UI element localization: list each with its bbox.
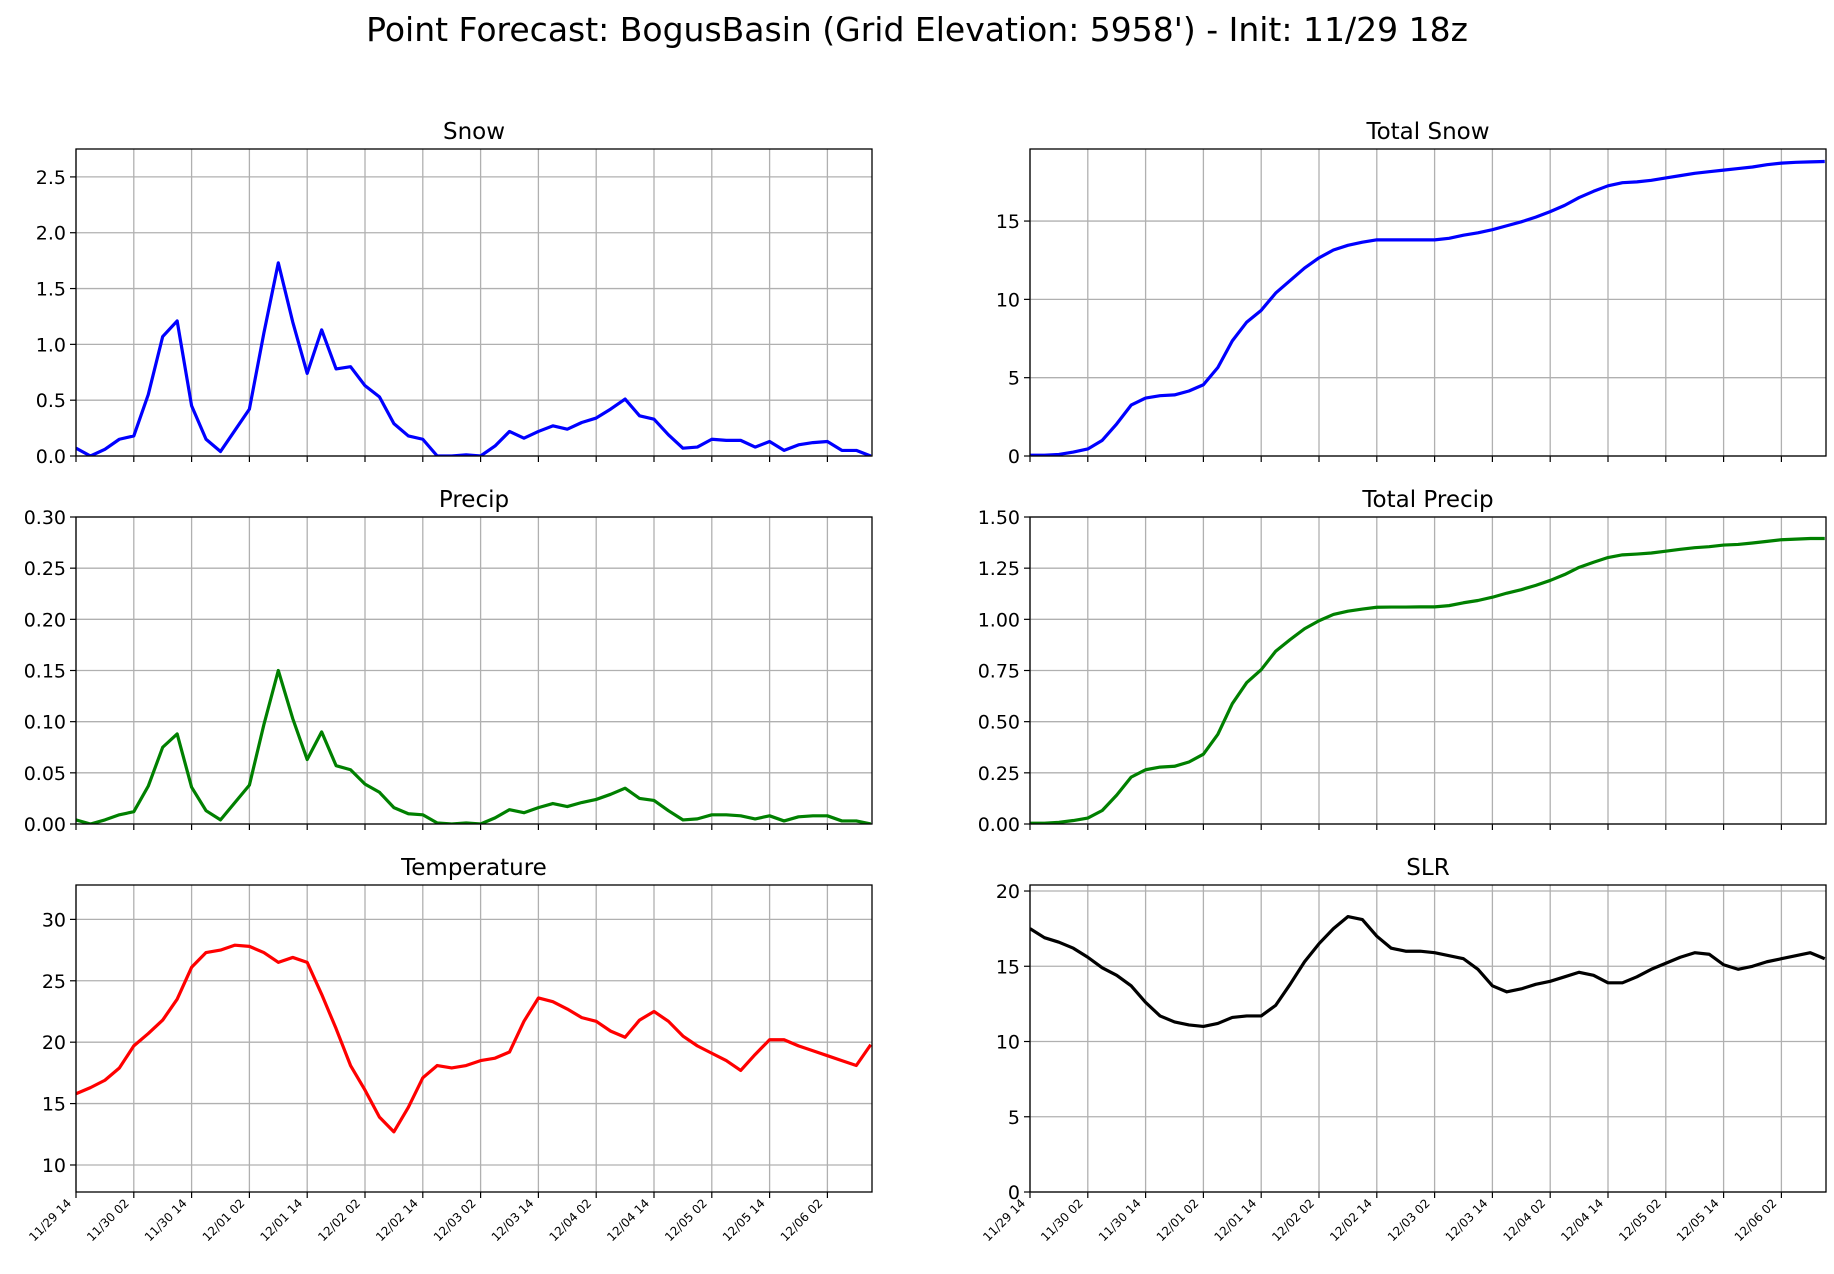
axes-frame — [1029, 148, 1827, 457]
y-tick-label: 0.10 — [24, 712, 66, 734]
x-tick-label: 12/03 02 — [1385, 1196, 1433, 1244]
y-tick-label: 20 — [996, 881, 1020, 903]
y-tick-label: 0.20 — [24, 609, 66, 631]
x-tick-label: 12/05 02 — [1616, 1196, 1664, 1244]
series-line — [1030, 536, 1825, 824]
x-tick-label: 12/03 02 — [431, 1196, 479, 1244]
y-tick-label: 10 — [996, 289, 1020, 311]
y-tick-label: 30 — [42, 909, 66, 931]
figure-title: Point Forecast: BogusBasin (Grid Elevati… — [366, 10, 1468, 49]
y-tick-label: 0.75 — [978, 661, 1020, 683]
total-snow-panel: 0 5 10 15 Total Snow — [996, 119, 1827, 468]
y-tick-label: 10 — [996, 1032, 1020, 1054]
y-tick-label: 0.50 — [978, 712, 1020, 734]
slr-panel: 11/29 14 11/30 02 11/30 14 12/01 02 12/01 14… — [980, 855, 1827, 1244]
y-tick-label: 1.0 — [36, 334, 66, 356]
axes-frame — [1029, 884, 1827, 1193]
panel-title: Total Precip — [1361, 487, 1493, 513]
y-tick-label: 20 — [42, 1032, 66, 1054]
series-line — [1030, 915, 1826, 1029]
panel-title: Snow — [443, 119, 505, 145]
y-tick-label: 5 — [1008, 1107, 1020, 1129]
x-tick-label: 12/01 02 — [200, 1196, 248, 1244]
x-tick-label: 12/04 14 — [1558, 1196, 1606, 1244]
y-tick-label: 15 — [42, 1094, 66, 1116]
series-line — [76, 668, 872, 824]
y-tick-label: 0 — [1008, 446, 1020, 468]
total-precip-panel: 0.00 0.25 0.50 0.75 1.00 1.25 1.50 Total Precip — [978, 487, 1827, 836]
x-tick-label: 12/03 14 — [1443, 1196, 1491, 1244]
x-tick-label: 12/04 02 — [546, 1196, 594, 1244]
y-tick-label: 0 — [1008, 1182, 1020, 1204]
x-tick-label: 12/02 14 — [1327, 1196, 1375, 1244]
temperature-panel: 11/29 14 11/30 02 11/30 14 12/01 02 12/01 14… — [26, 855, 873, 1244]
y-tick-label: 25 — [42, 971, 66, 993]
y-tick-label: 0.30 — [24, 507, 66, 529]
x-tick-label: 12/02 14 — [373, 1196, 421, 1244]
x-tick-label: 12/06 02 — [1732, 1196, 1780, 1244]
axes-frame — [75, 884, 873, 1193]
x-tick-label: 12/05 02 — [662, 1196, 710, 1244]
x-tick-label: 11/30 14 — [142, 1196, 190, 1244]
series-line — [76, 261, 872, 456]
panel-title: SLR — [1406, 855, 1449, 881]
x-tick-label: 12/02 02 — [315, 1196, 363, 1244]
series-line — [1030, 159, 1825, 456]
precip-panel: 0.00 0.05 0.10 0.15 0.20 0.25 0.30 Precip — [24, 487, 873, 836]
x-tick-label: 11/30 02 — [84, 1196, 132, 1244]
y-tick-label: 0.00 — [978, 814, 1020, 836]
x-tick-label: 11/30 14 — [1096, 1196, 1144, 1244]
x-tick-label: 12/02 02 — [1269, 1196, 1317, 1244]
x-tick-label: 12/06 02 — [778, 1196, 826, 1244]
x-tick-label: 12/04 14 — [604, 1196, 652, 1244]
x-tick-label: 12/01 02 — [1154, 1196, 1202, 1244]
y-tick-label: 2.5 — [36, 167, 66, 189]
x-tick-label: 11/29 14 — [26, 1196, 74, 1244]
y-tick-label: 0.25 — [978, 763, 1020, 785]
snow-panel: 0.0 0.5 1.0 1.5 2.0 2.5 Snow — [36, 119, 873, 468]
panel-title: Total Snow — [1365, 119, 1489, 145]
y-tick-label: 1.50 — [978, 507, 1020, 529]
x-tick-label: 12/04 02 — [1500, 1196, 1548, 1244]
x-tick-label: 12/01 14 — [1211, 1196, 1259, 1244]
y-tick-label: 0.15 — [24, 661, 66, 683]
y-tick-label: 5 — [1008, 368, 1020, 390]
x-tick-label: 12/03 14 — [489, 1196, 537, 1244]
axes-frame — [1029, 516, 1827, 825]
y-tick-label: 15 — [996, 956, 1020, 978]
panel-title: Temperature — [400, 855, 547, 881]
y-tick-label: 15 — [996, 211, 1020, 233]
y-tick-label: 0.25 — [24, 558, 66, 580]
panel-title: Precip — [439, 487, 509, 513]
y-tick-label: 1.00 — [978, 609, 1020, 631]
x-tick-label: 12/05 14 — [1674, 1196, 1722, 1244]
y-tick-label: 2.0 — [36, 223, 66, 245]
axes-frame — [75, 148, 873, 457]
y-tick-label: 0.00 — [24, 814, 66, 836]
y-tick-label: 10 — [42, 1155, 66, 1177]
x-tick-label: 12/01 14 — [257, 1196, 305, 1244]
series-line — [76, 943, 872, 1134]
x-tick-label: 12/05 14 — [720, 1196, 768, 1244]
y-tick-label: 0.0 — [36, 446, 66, 468]
y-tick-label: 1.5 — [36, 279, 66, 301]
y-tick-label: 1.25 — [978, 558, 1020, 580]
y-tick-label: 0.5 — [36, 390, 66, 412]
axes-frame — [75, 516, 873, 825]
x-tick-label: 11/30 02 — [1038, 1196, 1086, 1244]
y-tick-label: 0.05 — [24, 763, 66, 785]
x-tick-label: 11/29 14 — [980, 1196, 1028, 1244]
